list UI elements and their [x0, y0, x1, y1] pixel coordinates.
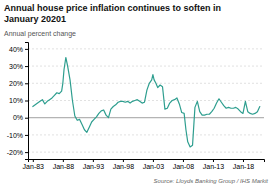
x-tick: Jan-18 — [233, 159, 255, 170]
x-tick-mark — [93, 159, 94, 162]
x-tick: Jan-98 — [113, 159, 135, 170]
x-axis: Jan-83 Jan-88 Jan-93 Jan-98 Jan-03 Jan-08 Jan-… — [23, 159, 265, 170]
y-tick: -10% — [7, 132, 28, 139]
x-tick: Jan-93 — [83, 159, 105, 170]
x-tick-mark — [123, 159, 124, 162]
x-tick-mark — [243, 159, 244, 162]
y-tick: 20% — [9, 80, 28, 87]
zero-line — [28, 117, 264, 118]
x-tick-mark — [153, 159, 154, 162]
y-tick: 40% — [9, 46, 28, 53]
x-axis-line — [29, 160, 265, 163]
x-tick: Jan-83 — [23, 159, 45, 170]
y-axis-line — [25, 43, 29, 160]
x-tick: Jan-08 — [173, 159, 195, 170]
y-tick-mark — [25, 66, 28, 67]
y-tick: -20% — [7, 149, 28, 156]
title: Annual house price inflation continues t… — [4, 3, 221, 13]
grid-line — [28, 134, 264, 135]
y-tick: 10% — [9, 97, 28, 104]
y-tick-mark — [25, 135, 28, 136]
y-tick-label: 0% — [13, 114, 23, 121]
y-axis: -20% -10% 0% 10% 20% 30% 40% — [7, 43, 29, 160]
y-tick-mark — [25, 49, 28, 50]
x-tick-mark — [33, 159, 34, 162]
grid-line — [28, 66, 264, 67]
x-tick-label: Jan-88 — [53, 163, 75, 170]
y-tick-mark — [25, 118, 28, 119]
data-line — [33, 57, 260, 146]
x-tick-label: Jan-83 — [23, 163, 45, 170]
x-tick-label: Jan-08 — [173, 163, 195, 170]
y-tick-label: 20% — [9, 80, 23, 87]
chart-container: Jan-83 Jan-88 Jan-93 Jan-98 Jan-03 Jan-08 Jan-… — [0, 0, 272, 185]
grid — [28, 49, 264, 152]
title: January 20201 — [4, 14, 66, 24]
x-tick-label: Jan-98 — [113, 163, 135, 170]
x-tick-mark — [183, 159, 184, 162]
y-tick: 30% — [9, 63, 28, 70]
x-tick-label: Jan-13 — [203, 163, 225, 170]
x-tick-mark — [213, 159, 214, 162]
y-tick-label: 10% — [9, 97, 23, 104]
plot-area — [33, 57, 260, 146]
x-tick: Jan-88 — [53, 159, 75, 170]
x-tick-label: Jan-93 — [83, 163, 105, 170]
y-tick-label: -10% — [7, 132, 23, 139]
grid-line — [28, 100, 264, 101]
x-tick-label: Jan-18 — [233, 163, 255, 170]
y-tick: 0% — [13, 114, 28, 121]
x-tick: Jan-03 — [143, 159, 165, 170]
x-tick-mark — [63, 159, 64, 162]
y-tick-mark — [25, 83, 28, 84]
y-tick-label: 30% — [9, 63, 23, 70]
y-tick-mark — [25, 152, 28, 153]
chart-svg: Jan-83 Jan-88 Jan-93 Jan-98 Jan-03 Jan-08 Jan-… — [0, 0, 272, 185]
y-tick-label: 40% — [9, 46, 23, 53]
y-tick-label: -20% — [7, 149, 23, 156]
y-axis-title: Annual percent change — [4, 30, 76, 38]
x-tick-label: Jan-03 — [143, 163, 165, 170]
grid-line — [28, 48, 264, 49]
x-tick: Jan-13 — [203, 159, 225, 170]
source-note: Source: Lloyds Banking Group / IHS Marki… — [154, 178, 269, 184]
grid-line — [28, 152, 264, 153]
y-tick-mark — [25, 101, 28, 102]
